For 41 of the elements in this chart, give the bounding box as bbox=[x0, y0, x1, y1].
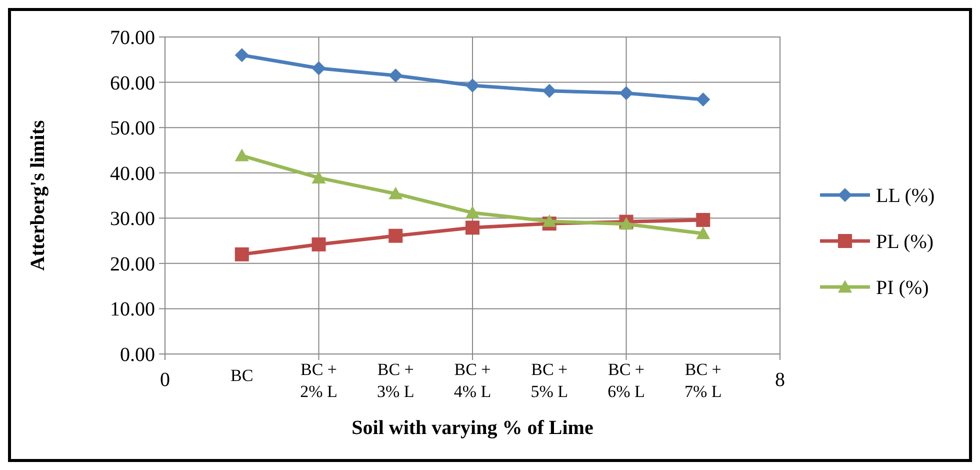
text: BC + 5% L bbox=[530, 360, 568, 401]
point bbox=[542, 214, 556, 227]
point bbox=[312, 237, 326, 252]
x-tick-label: 8 bbox=[775, 369, 785, 391]
y-tick-label: 0.00 bbox=[120, 344, 155, 366]
y-tick-label: 20.00 bbox=[110, 253, 155, 276]
x-tick-label: 0 bbox=[160, 369, 170, 391]
y-tick-label: 60.00 bbox=[110, 72, 155, 94]
point bbox=[312, 170, 326, 184]
point bbox=[466, 78, 480, 92]
legend-label: LL (%) bbox=[876, 185, 935, 207]
point bbox=[234, 48, 249, 62]
y-tick-label: 50.00 bbox=[110, 118, 155, 140]
legend-label: PL (%) bbox=[876, 231, 934, 253]
text: BC + 2% L bbox=[300, 360, 338, 401]
point bbox=[466, 206, 480, 218]
point bbox=[696, 212, 710, 227]
text: BC + 3% L bbox=[376, 360, 414, 401]
y-axis-title: Atterberg's limits bbox=[27, 120, 49, 271]
text: BC + 6% L bbox=[608, 360, 645, 401]
point bbox=[312, 61, 326, 76]
point bbox=[619, 86, 634, 100]
y-tick-label: 40.00 bbox=[110, 162, 155, 185]
y-tick-label: 10.00 bbox=[110, 298, 155, 321]
point bbox=[234, 148, 249, 162]
point bbox=[542, 84, 556, 98]
text: BC + 4% L bbox=[454, 360, 492, 401]
y-tick-label: 30.00 bbox=[110, 208, 155, 230]
text: BC + 7% L bbox=[684, 360, 722, 401]
point bbox=[696, 226, 710, 240]
y-tick-label: 70.00 bbox=[110, 27, 155, 49]
point bbox=[234, 247, 249, 262]
x-axis-title: Soil with varying % of Lime bbox=[352, 417, 594, 439]
legend-label: PI (%) bbox=[876, 277, 929, 299]
text: BC bbox=[230, 366, 254, 385]
point bbox=[696, 92, 710, 106]
point bbox=[388, 68, 403, 82]
point bbox=[619, 217, 634, 230]
point bbox=[388, 228, 403, 243]
point bbox=[466, 220, 480, 235]
point bbox=[388, 186, 403, 200]
